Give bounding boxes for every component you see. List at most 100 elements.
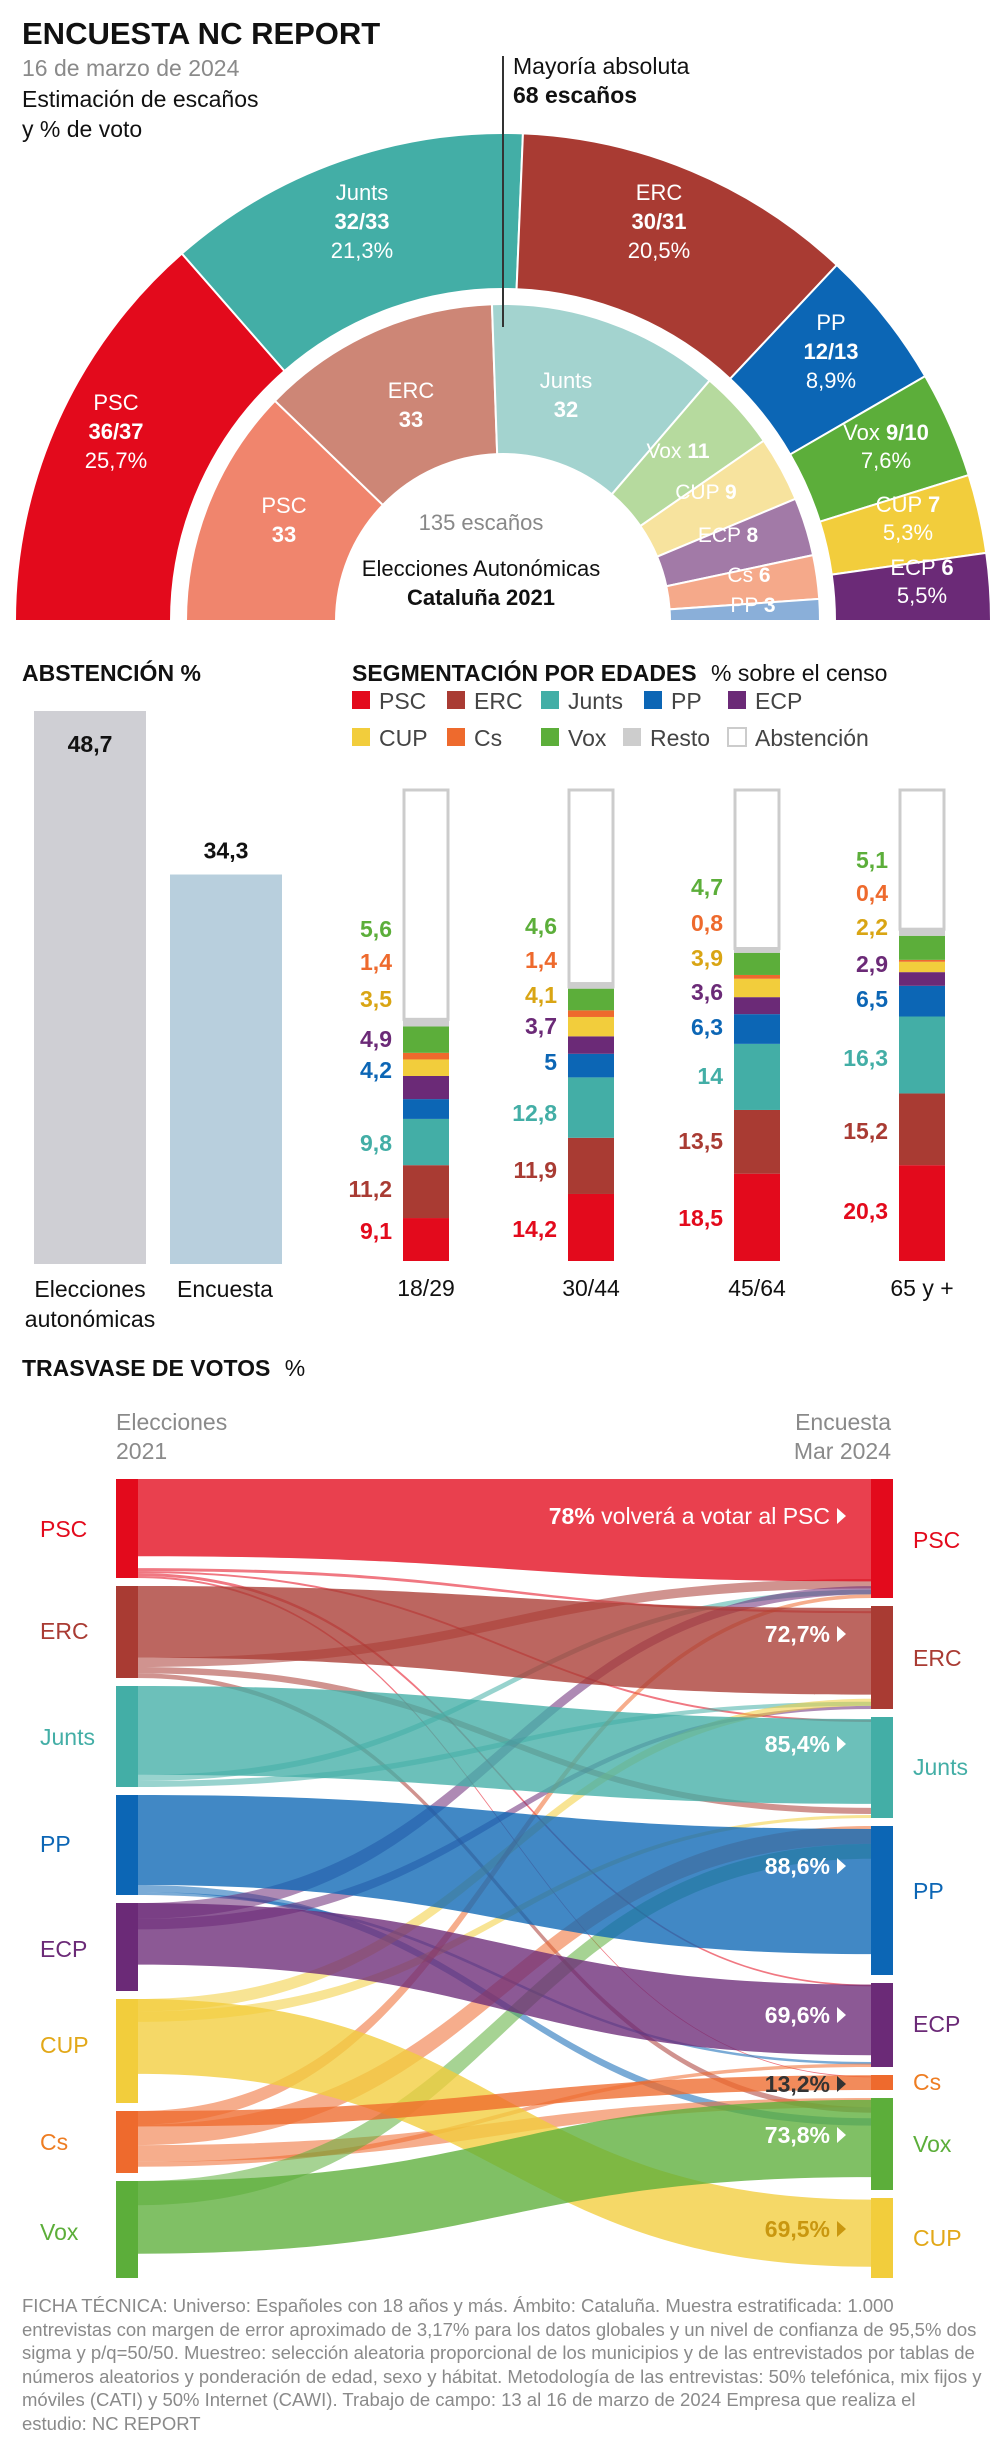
abstention-bar-2 xyxy=(170,874,282,1264)
party-seats-vox: Vox 9/10 xyxy=(843,420,929,445)
flow-cup-retained xyxy=(137,1999,872,2267)
party-label-psc: PSC xyxy=(93,390,138,415)
age-bar-abstention-2 xyxy=(567,788,615,989)
transfer-title-suffix: % xyxy=(285,1355,305,1381)
age-bar-abstention-3 xyxy=(733,788,781,951)
age-value-erc-3: 13,5 xyxy=(678,1128,723,1154)
age-bar-segment-pp-4 xyxy=(899,985,945,1017)
prev-party-label-pp: PP xyxy=(730,594,763,617)
left-node-label-pp: PP xyxy=(40,1831,71,1857)
age-value-erc-2: 11,9 xyxy=(514,1157,558,1183)
age-bar-segment-pp-2 xyxy=(568,1053,614,1078)
retention-label-psc: 78% volverá a votar al PSC xyxy=(549,1503,830,1529)
legend-label-junts: Junts xyxy=(568,688,623,714)
flow-psc-retained xyxy=(137,1479,872,1582)
subtitle-line-2: y % de voto xyxy=(22,116,142,142)
age-bar-segment-cs-3 xyxy=(734,974,780,979)
left-node-label-vox: Vox xyxy=(40,2219,79,2245)
age-value-junts-1: 9,8 xyxy=(360,1130,392,1156)
age-value-erc-4: 15,2 xyxy=(843,1118,888,1144)
legend-label-pp: PP xyxy=(671,688,702,714)
age-value-ecp-1: 4,9 xyxy=(360,1026,392,1052)
legend-label-vox: Vox xyxy=(568,725,607,751)
legend-label-cs: Cs xyxy=(474,725,502,751)
left-node-ecp xyxy=(116,1903,138,1991)
retention-label-cup: 69,5% xyxy=(765,2216,830,2242)
pct-label-ecp: 5,5% xyxy=(897,583,947,608)
right-node-label-junts: Junts xyxy=(913,1754,968,1780)
prev-party-seats-vox: Vox 11 xyxy=(646,440,709,463)
flow-pp-retained xyxy=(137,1795,872,1955)
flow-vox-retained xyxy=(137,2099,872,2254)
legend-swatch-abstenci-n xyxy=(727,727,747,747)
age-bar-segment-ecp-4 xyxy=(899,972,945,986)
retention-value-junts: 85,4% xyxy=(765,1731,830,1757)
transfer-title: TRASVASE DE VOTOS % xyxy=(22,1355,305,1381)
retention-label-junts: 85,4% xyxy=(765,1731,830,1757)
prev-party-label-cs: Cs xyxy=(727,564,759,587)
age-value-ecp-3: 3,6 xyxy=(691,979,723,1005)
age-bar-segment-vox-1 xyxy=(403,1026,449,1053)
right-node-erc xyxy=(871,1606,893,1709)
prev-seats-label-psc: 33 xyxy=(272,522,296,547)
age-value-junts-4: 16,3 xyxy=(843,1045,888,1071)
retention-arrow-pp xyxy=(837,1858,846,1874)
age-bar-segment-cup-4 xyxy=(899,961,945,973)
abstention-title: ABSTENCIÓN % xyxy=(22,659,201,686)
left-node-label-erc: ERC xyxy=(40,1618,89,1644)
prev-seats-label-cup: 9 xyxy=(725,481,737,504)
retention-value-psc: 78% xyxy=(549,1503,595,1529)
age-value-ecp-4: 2,9 xyxy=(856,951,888,977)
page-title: ENCUESTA NC REPORT xyxy=(22,16,380,51)
retention-value-erc: 72,7% xyxy=(765,1621,830,1647)
left-node-label-ecp: ECP xyxy=(40,1936,87,1962)
retention-text-psc: volverá a votar al PSC xyxy=(595,1503,830,1529)
flow-erc-retained xyxy=(137,1586,872,1695)
prev-party-label-erc: ERC xyxy=(388,378,435,403)
pct-label-psc: 25,7% xyxy=(85,448,147,473)
age-value-junts-3: 14 xyxy=(697,1063,723,1089)
center-total-seats: 135 escaños xyxy=(419,510,544,535)
left-node-psc xyxy=(116,1479,138,1578)
party-label-erc: ERC xyxy=(636,180,683,205)
seats-label-erc: 30/31 xyxy=(631,209,686,234)
age-value-cup-4: 2,2 xyxy=(856,914,888,940)
hemicycle-charts: PSC 36/37 25,7% Junts 32/33 21,3% ERC 30/31 20,5… xyxy=(13,132,993,622)
age-value-ecp-2: 3,7 xyxy=(525,1013,557,1039)
retention-arrow-vox xyxy=(837,2127,846,2143)
age-bar-segment-resto-2 xyxy=(568,982,614,989)
age-category-2: 30/44 xyxy=(562,1275,620,1301)
left-node-label-cs: Cs xyxy=(40,2129,68,2155)
party-label-junts: Junts xyxy=(336,180,389,205)
age-value-pp-4: 6,5 xyxy=(856,986,888,1012)
legend-swatch-junts xyxy=(541,691,559,709)
retention-arrow-erc xyxy=(837,1626,846,1642)
seats-label-pp: 12/13 xyxy=(803,339,858,364)
prev-party-label-junts: Junts xyxy=(540,368,593,393)
legend-swatch-vox xyxy=(541,728,559,746)
abstention-title-text: ABSTENCIÓN % xyxy=(22,659,201,686)
age-bar-segment-resto-1 xyxy=(403,1019,449,1027)
age-value-erc-1: 11,2 xyxy=(349,1176,393,1202)
abstention-value-2: 34,3 xyxy=(204,838,249,864)
age-bar-segment-ecp-2 xyxy=(568,1036,614,1054)
retention-label-vox: 73,8% xyxy=(765,2122,830,2148)
subtitle-line-1: Estimación de escaños xyxy=(22,86,259,112)
age-value-junts-2: 12,8 xyxy=(512,1100,557,1126)
age-value-cs-2: 1,4 xyxy=(525,947,557,973)
age-bar-segment-erc-4 xyxy=(899,1093,945,1166)
retention-label-cs: 13,2% xyxy=(765,2071,830,2097)
age-value-psc-1: 9,1 xyxy=(360,1218,392,1244)
retention-value-ecp: 69,6% xyxy=(765,2002,830,2028)
age-value-psc-2: 14,2 xyxy=(512,1216,557,1242)
legend-label-resto: Resto xyxy=(650,725,710,751)
age-category-3: 45/64 xyxy=(728,1275,786,1301)
transfer-left-header-2: 2021 xyxy=(116,1438,167,1464)
right-node-ecp xyxy=(871,1983,893,2067)
age-bar-segment-pp-1 xyxy=(403,1099,449,1119)
abstention-value-1: 48,7 xyxy=(68,731,113,757)
age-value-cs-3: 0,8 xyxy=(691,910,723,936)
majority-label: Mayoría absoluta xyxy=(513,53,690,79)
age-bar-segment-junts-1 xyxy=(403,1118,449,1166)
age-bar-segment-erc-3 xyxy=(734,1109,780,1174)
